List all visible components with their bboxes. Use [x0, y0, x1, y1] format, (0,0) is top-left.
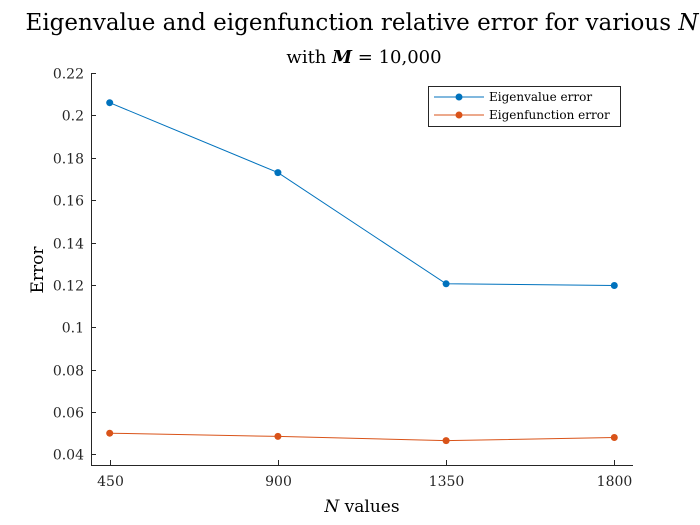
y-axis-label: Error: [28, 246, 48, 294]
y-tick-label: 0.06: [53, 406, 84, 422]
y-ticks: 0.04 0.06 0.08 0.1 0.12 0.14 0.16 0.18 0.2 0.22: [53, 67, 96, 464]
x-tick-label: 900: [265, 474, 292, 490]
legend: Eigenvalue error Eigenfunction error: [428, 86, 621, 127]
data-point: [274, 169, 282, 177]
y-tick-label: 0.04: [53, 448, 84, 464]
legend-items: Eigenvalue error Eigenfunction error: [434, 90, 610, 122]
data-point: [106, 99, 114, 107]
y-tick-label: 0.12: [53, 279, 84, 295]
chart-subtitle: with M = 10,000: [286, 47, 441, 68]
series-line: [109, 102, 615, 286]
legend-label: Eigenvalue error: [489, 90, 592, 104]
series-2: [106, 429, 618, 445]
y-tick-label: 0.16: [53, 194, 84, 210]
legend-swatch-marker: [455, 93, 463, 101]
data-point: [610, 434, 618, 441]
series-layer: [106, 99, 618, 445]
data-point: [274, 432, 282, 440]
data-point: [442, 280, 450, 288]
x-axis-label-variable: N: [323, 497, 340, 517]
data-point: [106, 429, 114, 437]
legend-box: [428, 86, 621, 127]
chart-subtitle-variable: M: [331, 47, 353, 68]
x-ticks: 450 900 1350 1800: [97, 460, 632, 490]
y-tick-label: 0.22: [53, 67, 84, 83]
x-tick-label: 1800: [597, 474, 633, 490]
chart-title-variable: N: [677, 10, 699, 36]
chart-subtitle-prefix: with: [286, 47, 332, 68]
x-tick-label: 1350: [429, 474, 465, 490]
y-tick-label: 0.08: [53, 364, 84, 380]
chart-subtitle-suffix: = 10,000: [352, 47, 442, 68]
y-tick-label: 0.14: [53, 237, 84, 253]
series-line: [109, 432, 615, 442]
chart-title-prefix: Eigenvalue and eigenfunction relative er…: [26, 10, 679, 36]
chart-title: Eigenvalue and eigenfunction relative er…: [26, 10, 700, 36]
legend-swatch-marker: [455, 111, 463, 119]
y-tick-label: 0.1: [62, 321, 84, 337]
y-tick-label: 0.18: [53, 152, 84, 168]
x-axis-label-suffix: values: [339, 497, 399, 517]
x-tick-label: 450: [97, 474, 124, 490]
data-point: [610, 282, 618, 289]
data-point: [442, 437, 450, 445]
y-tick-label: 0.2: [62, 109, 84, 125]
x-axis-label: N values: [323, 497, 399, 517]
series-1: [106, 99, 618, 289]
legend-label: Eigenfunction error: [489, 108, 610, 122]
